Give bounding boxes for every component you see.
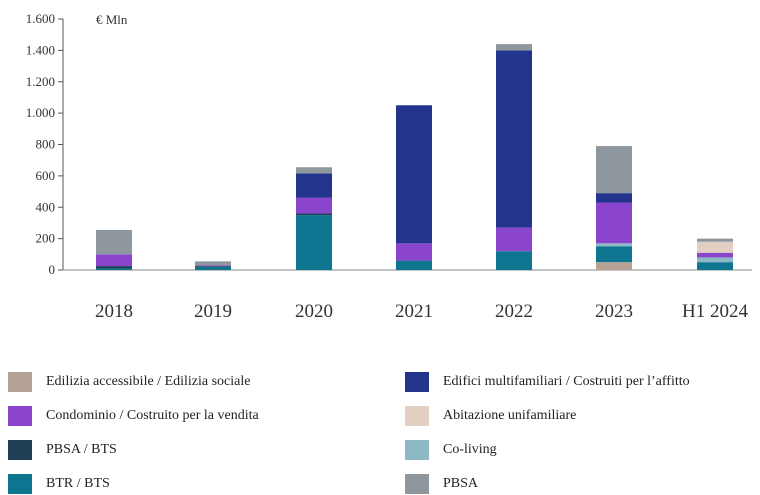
bar-segment bbox=[296, 173, 332, 198]
bar-segment bbox=[496, 227, 532, 252]
y-axis: 0 200 400 600 800 1.000 1.200 1.400 1.600 bbox=[26, 11, 752, 277]
x-tick-label: 2019 bbox=[194, 301, 232, 322]
bar-segment bbox=[697, 257, 733, 263]
bar-segment bbox=[195, 266, 231, 267]
bar-segment bbox=[296, 215, 332, 270]
bar-segment bbox=[697, 252, 733, 258]
x-axis-labels: 2018 2019 2020 2021 2022 2023 H1 2024 bbox=[95, 301, 748, 322]
x-tick-label: 2022 bbox=[495, 301, 533, 322]
y-tick-label: 1.000 bbox=[26, 105, 55, 120]
bar-segment bbox=[496, 50, 532, 228]
bar-segment bbox=[96, 254, 132, 267]
x-tick-label: 2018 bbox=[95, 301, 133, 322]
bar-segment bbox=[96, 268, 132, 270]
x-tick-label: 2021 bbox=[395, 301, 433, 322]
bar-segment bbox=[195, 261, 231, 266]
bar-segment bbox=[596, 202, 632, 244]
y-tick-label: 400 bbox=[36, 199, 56, 214]
y-tick-label: 1.200 bbox=[26, 74, 55, 89]
bar-segment bbox=[296, 213, 332, 216]
x-tick-label: H1 2024 bbox=[682, 301, 748, 322]
bar-segment bbox=[96, 229, 132, 255]
bar-segment bbox=[96, 266, 132, 269]
bar-segment bbox=[697, 238, 733, 242]
y-tick-label: 600 bbox=[36, 168, 56, 183]
y-tick-label: 1.400 bbox=[26, 42, 55, 57]
bar-segment bbox=[296, 167, 332, 174]
y-tick-label: 0 bbox=[49, 262, 56, 277]
bar-segment bbox=[596, 246, 632, 263]
y-tick-label: 200 bbox=[36, 231, 56, 246]
bar-segment bbox=[396, 105, 432, 244]
bar-segment bbox=[596, 243, 632, 247]
bar-segment bbox=[396, 243, 432, 261]
bar-segment bbox=[396, 260, 432, 270]
bar-segment bbox=[496, 251, 532, 270]
bar-segment bbox=[697, 262, 733, 270]
bar-segment bbox=[195, 265, 231, 267]
bar-segment bbox=[596, 262, 632, 270]
bar-segment bbox=[596, 146, 632, 194]
bar-segment bbox=[296, 197, 332, 214]
x-tick-label: 2020 bbox=[295, 301, 333, 322]
bar-segment bbox=[596, 193, 632, 203]
unit-label: € Mln bbox=[96, 12, 128, 27]
x-tick-label: 2023 bbox=[595, 301, 633, 322]
bar-segment bbox=[496, 44, 532, 51]
bar-segment bbox=[697, 241, 733, 253]
y-tick-label: 800 bbox=[36, 137, 56, 152]
y-tick-label: 1.600 bbox=[26, 11, 55, 26]
bar-segment bbox=[195, 266, 231, 270]
bars-group bbox=[96, 44, 733, 270]
